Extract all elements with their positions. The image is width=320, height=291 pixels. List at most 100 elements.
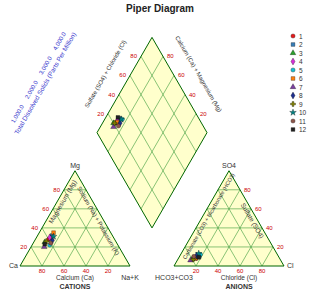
tick-label: 40 <box>108 92 115 98</box>
axis-title: Sulfate (SO4) + Chloride (Cl) <box>84 39 128 109</box>
tds-scale: Total Dissolved Solids (Parts Per Millio… <box>6 27 78 136</box>
axis-title: Sulfate (SO4) <box>239 202 266 240</box>
anion-triangle <box>174 171 284 266</box>
corner-label: Ca <box>9 262 18 269</box>
piper-chart: Piper Diagram202020202020404040404040606… <box>0 0 320 291</box>
corner-label: Mg <box>70 162 80 170</box>
tick-label: 60 <box>42 206 49 212</box>
legend-label: 6 <box>299 75 303 82</box>
tick-label: 20 <box>20 244 27 250</box>
axis-title: Magnesium (Mg) <box>47 179 78 225</box>
legend-symbol <box>291 43 295 47</box>
tick-label: 60 <box>178 72 185 78</box>
legend-label: 2 <box>299 41 303 48</box>
legend-symbol <box>290 84 296 89</box>
diamond-point <box>111 120 117 125</box>
tick-label: 80 <box>130 53 137 59</box>
diamond-point <box>116 124 120 128</box>
legend-symbol <box>291 34 295 38</box>
grid-line <box>130 75 185 170</box>
legend-symbol <box>291 68 295 72</box>
tick-label: 80 <box>167 53 174 59</box>
anion-point <box>192 254 196 258</box>
data-points <box>41 116 202 262</box>
grid-line <box>53 209 86 266</box>
legend-symbol <box>291 92 295 99</box>
tick-label: 20 <box>105 268 112 274</box>
corner-label: Cl <box>287 262 294 269</box>
legend-label: 3 <box>299 50 303 57</box>
tick-label: 80 <box>259 268 266 274</box>
tds-label: 3,000.0 <box>38 55 54 76</box>
axis-title: Sodium (Na) + Potassium (K) <box>76 186 120 257</box>
grid-line <box>207 209 240 266</box>
tick-labels: 2020202020204040404040406060606060608080… <box>20 53 284 274</box>
tick-label: 60 <box>255 206 262 212</box>
legend-label: 10 <box>299 109 307 116</box>
tick-label: 40 <box>31 225 38 231</box>
tick-label: 80 <box>53 187 60 193</box>
legend-symbol <box>291 119 295 123</box>
legend-symbol <box>291 77 295 81</box>
group-label: CATIONS <box>60 283 91 290</box>
grid-line <box>130 95 185 190</box>
legend-symbol <box>291 128 295 132</box>
legend-label: 9 <box>299 101 303 108</box>
axis-title: Chloride (Cl) <box>221 274 257 282</box>
legend-label: 7 <box>299 84 303 91</box>
corner-label: HCO3+CO3 <box>155 274 193 281</box>
diamond-point <box>116 116 120 120</box>
axis-title: Calcium (Ca) + Magnesium (Mg) <box>174 35 223 113</box>
legend-label: 8 <box>299 92 303 99</box>
tds-title: Total Dissolved Solids (Parts Per Millio… <box>13 31 78 136</box>
grid <box>31 56 273 266</box>
grid-line <box>218 209 251 266</box>
grid-line <box>64 209 97 266</box>
tds-label: 2,000.0 <box>24 79 40 100</box>
legend-symbol <box>290 109 297 115</box>
legend-symbol <box>290 50 296 55</box>
legend-label: 11 <box>299 118 306 125</box>
grid-line <box>108 114 163 209</box>
tick-label: 20 <box>200 111 207 117</box>
axis-title: Carbonate (CO3) + Bicarbonate (HCO3) <box>181 172 235 260</box>
tick-label: 80 <box>39 268 46 274</box>
cation-outline <box>20 171 130 266</box>
grid-line <box>108 56 163 151</box>
grid-line <box>42 228 64 266</box>
cation-triangle <box>20 171 130 266</box>
grid-line <box>42 227 108 228</box>
grid-line <box>119 75 174 170</box>
tick-label: 20 <box>277 244 284 250</box>
tick-label: 40 <box>266 225 273 231</box>
axis-title: Calcium (Ca) <box>56 274 94 282</box>
anion-outline <box>174 171 284 266</box>
corner-label: Na+K <box>121 274 139 281</box>
anion-point <box>197 256 201 260</box>
legend-label: 1 <box>299 33 303 40</box>
cation-point <box>50 233 57 239</box>
legend-symbol <box>290 101 295 106</box>
grid-line <box>262 247 273 266</box>
group-label: ANIONS <box>225 283 253 290</box>
grid-line <box>141 114 196 209</box>
title: Piper Diagram <box>126 3 194 14</box>
cation-point <box>49 241 53 245</box>
grid-line <box>119 95 174 190</box>
grid-line <box>196 227 262 228</box>
tick-label: 60 <box>119 72 126 78</box>
corner-label: SO4 <box>222 162 236 169</box>
tds-label: 4,000.0 <box>52 30 68 51</box>
legend-label: 5 <box>299 67 303 74</box>
tick-label: 20 <box>97 111 104 117</box>
legend-label: 4 <box>299 58 303 65</box>
cation-point <box>43 242 47 246</box>
tick-label: 80 <box>244 187 251 193</box>
legend-label: 12 <box>299 126 307 133</box>
tick-label: 20 <box>193 268 200 274</box>
tick-label: 40 <box>189 92 196 98</box>
diamond-point <box>112 121 117 126</box>
grid-line <box>31 247 42 266</box>
grid-line <box>141 56 196 151</box>
tds-label: 1,000.0 <box>10 103 26 124</box>
